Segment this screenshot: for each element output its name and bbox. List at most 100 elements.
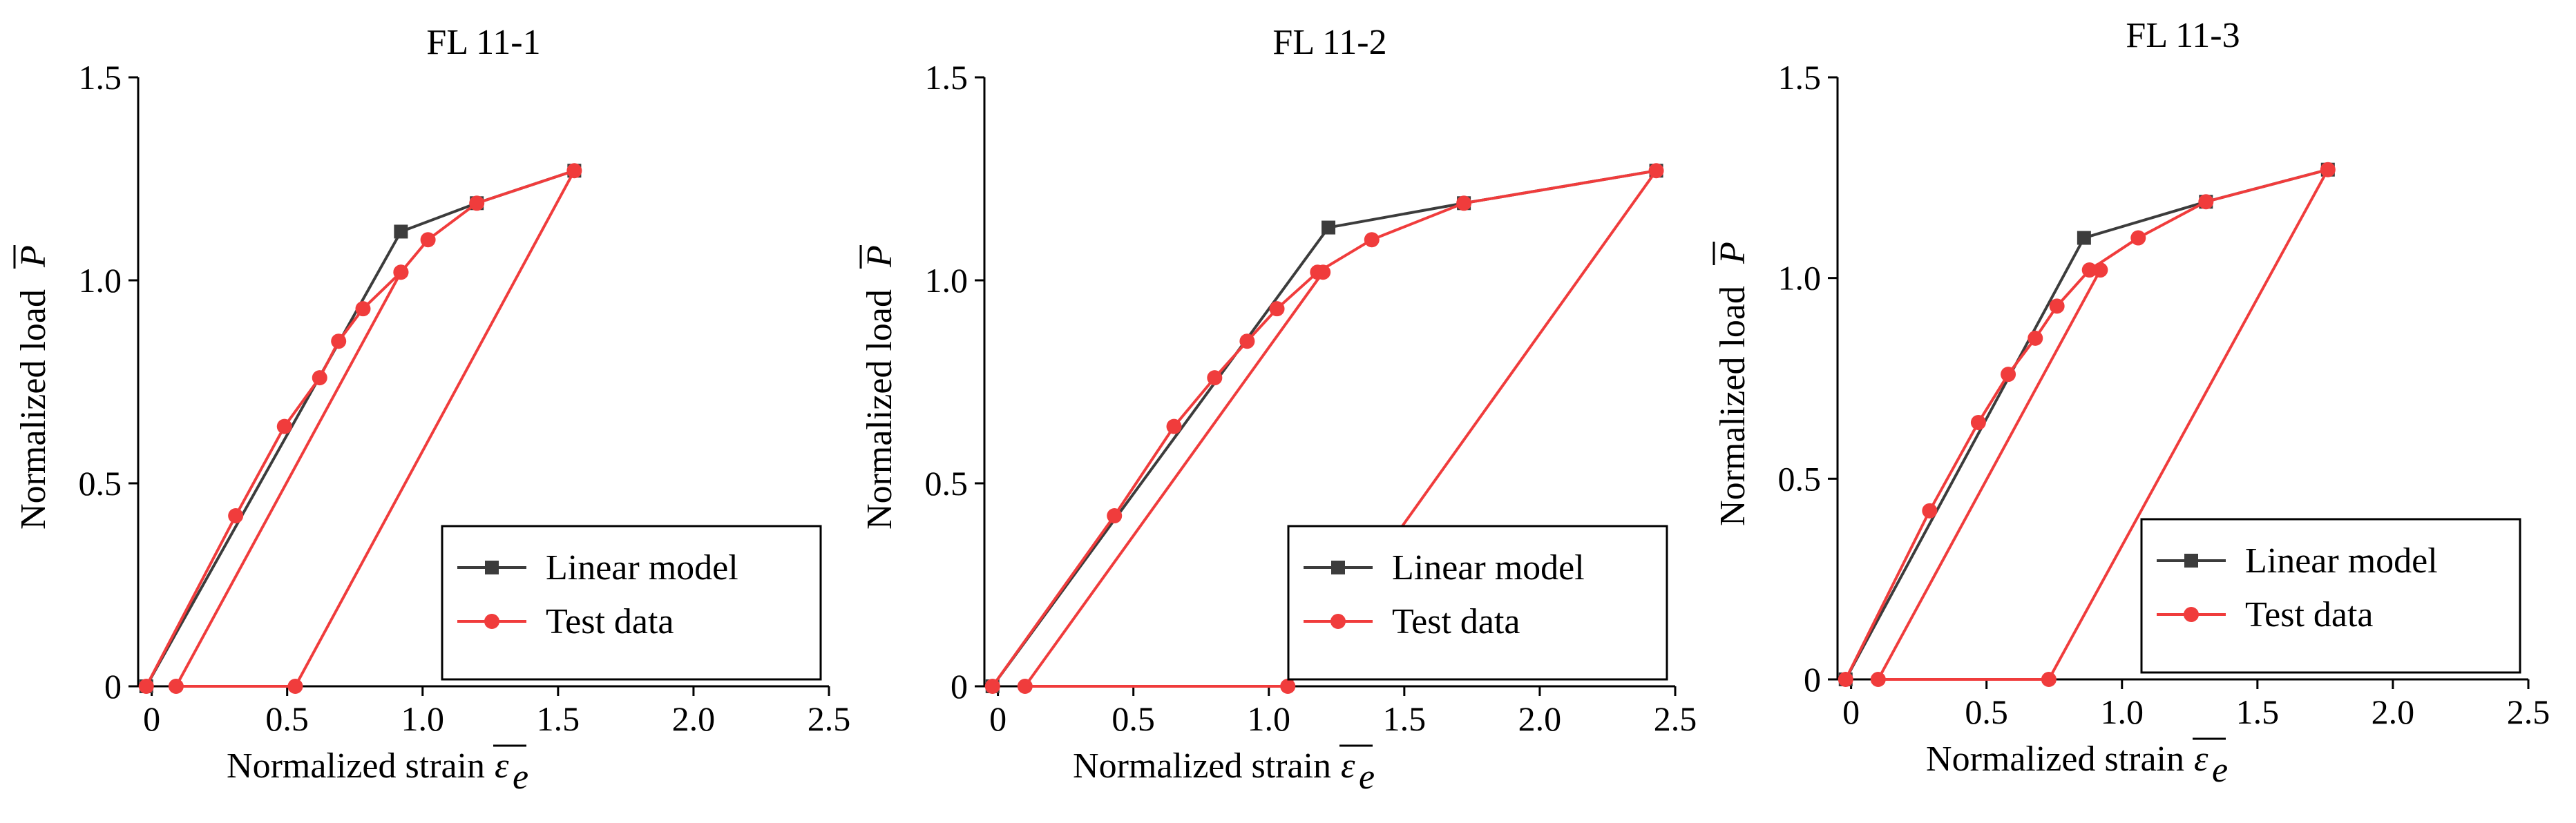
test-data-point	[2081, 262, 2097, 278]
y-axis-label-symbol: P	[860, 245, 899, 268]
x-axis-label-text: Normalized strain	[227, 746, 485, 786]
y-tick-label: 1.0	[79, 261, 122, 300]
y-axis-label-text: Normalized load	[14, 289, 53, 530]
y-tick-label: 0.5	[1778, 459, 1822, 498]
test-data-point	[1648, 163, 1664, 179]
y-tick-label: 1.0	[925, 261, 969, 300]
x-axis-label: Normalized strain ε e	[1926, 737, 2228, 790]
legend-item: Test data	[1304, 602, 1520, 641]
test-data-point	[2049, 298, 2065, 314]
y-tick-label: 0.5	[925, 464, 969, 503]
series-test-data	[1838, 162, 2336, 687]
x-tick-label: 0	[143, 699, 160, 738]
x-tick-label: 2.0	[2372, 693, 2415, 731]
legend-item: Linear model	[1304, 548, 1585, 588]
test-data-point	[469, 195, 485, 211]
test-data-point	[420, 232, 436, 248]
test-data-point	[1456, 195, 1472, 211]
legend-item: Test data	[2157, 595, 2374, 635]
x-tick-label: 2.5	[2507, 693, 2550, 731]
test-data-point	[1207, 370, 1223, 386]
test-data-point	[287, 679, 303, 694]
x-axis-label-symbol: ε	[1341, 746, 1355, 786]
y-axis-label-symbol: P	[14, 245, 53, 268]
test-data-point	[393, 264, 409, 280]
y-tick-label: 1.5	[925, 58, 969, 97]
x-tick-label: 1.5	[537, 699, 580, 738]
y-tick-label: 1.5	[1778, 58, 1822, 97]
y-tick-label: 1.5	[79, 58, 122, 97]
y-axis-label: Normalized load P	[859, 245, 899, 530]
x-axis-label-subscript: e	[513, 757, 528, 797]
legend-label: Linear model	[546, 548, 738, 588]
panel-title: FL 11-3	[2126, 16, 2240, 55]
y-axis-label: Normalized load P	[1712, 242, 1753, 526]
x-axis-label-symbol: ε	[2194, 739, 2208, 779]
linear-model-point	[1322, 220, 1336, 235]
linear-model-point	[394, 224, 408, 239]
test-data-point	[355, 301, 371, 317]
x-tick-label: 1.5	[1383, 699, 1427, 738]
y-axis-label: Normalized load P	[13, 245, 53, 530]
panel-title: FL 11-2	[1272, 23, 1386, 62]
x-tick-label: 0	[989, 699, 1006, 738]
y-tick-label: 0	[104, 667, 122, 706]
test-data-point	[312, 370, 327, 386]
y-tick-label: 0	[951, 667, 968, 706]
x-tick-label: 0	[1842, 693, 1860, 731]
legend-box	[441, 525, 822, 681]
legend-marker-square	[1331, 561, 1345, 574]
y-tick-label: 0.5	[79, 464, 122, 503]
test-data-point	[1166, 418, 1182, 434]
x-tick-label: 0.5	[1965, 693, 2008, 731]
panel-1: FL 11-10 0.5 1.0 1.5 2.0 2.500.51.01.5Normali…	[13, 23, 851, 797]
x-tick-label: 2.5	[808, 699, 851, 738]
x-tick-label: 0.5	[1112, 699, 1155, 738]
test-data-point	[1280, 679, 1296, 694]
test-data-point	[1107, 508, 1123, 524]
x-axis-label-subscript: e	[1359, 757, 1375, 797]
legend-label: Test data	[1392, 602, 1520, 641]
test-data-point	[984, 679, 1000, 694]
test-data-point	[331, 333, 347, 349]
legend-marker-square	[2184, 554, 2198, 568]
test-data-point	[138, 679, 154, 694]
x-tick-label: 2.5	[1654, 699, 1697, 738]
test-data-point	[1838, 672, 1853, 687]
test-data-point	[2001, 367, 2016, 383]
legend-label: Test data	[2245, 595, 2374, 635]
legend-item: Linear model	[457, 548, 738, 588]
x-axis-label-symbol: ε	[495, 746, 509, 786]
test-data-point	[276, 418, 292, 434]
test-data-point	[228, 508, 244, 524]
panel-2: FL 11-20 0.5 1.0 1.5 2.0 2.500.51.01.5Normali…	[859, 23, 1697, 797]
test-data-point	[168, 679, 184, 694]
legend-marker-circle	[2184, 607, 2199, 622]
x-axis-label: Normalized strain ε e	[227, 744, 528, 797]
panel-title: FL 11-1	[426, 23, 540, 62]
test-data-point	[2198, 194, 2214, 210]
test-data-point	[1269, 301, 1285, 317]
legend-marker-square	[485, 561, 499, 574]
test-data-point	[2028, 330, 2043, 346]
test-data-point	[1315, 264, 1331, 280]
x-axis-label-text: Normalized strain	[1926, 739, 2184, 779]
test-data-point	[2092, 262, 2108, 278]
x-tick-label: 2.0	[1518, 699, 1562, 738]
legend-box	[1287, 525, 1668, 681]
legend: Linear model Test data	[441, 525, 822, 681]
legend-label: Test data	[546, 602, 674, 641]
test-data-point	[1922, 503, 1938, 519]
x-axis-label: Normalized strain ε e	[1073, 744, 1375, 797]
x-tick-label: 2.0	[672, 699, 716, 738]
legend-marker-circle	[484, 614, 499, 629]
x-axis-label-text: Normalized strain	[1073, 746, 1331, 786]
legend-item: Linear model	[2157, 541, 2438, 581]
test-data-point	[1970, 414, 1986, 430]
x-tick-label: 1.0	[2101, 693, 2144, 731]
x-tick-label: 1.0	[1248, 699, 1291, 738]
x-tick-label: 1.0	[401, 699, 445, 738]
test-data-point	[566, 163, 582, 179]
series-test-data	[984, 163, 1664, 694]
